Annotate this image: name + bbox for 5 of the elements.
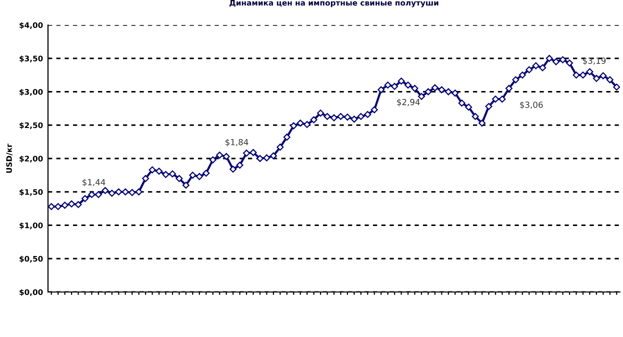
annotation: $3,06 xyxy=(520,101,543,109)
annotation: $1,44 xyxy=(82,178,106,186)
annotation: $3,19 xyxy=(583,57,606,65)
annotation: $2,94 xyxy=(397,98,420,106)
annotation: $1,84 xyxy=(226,138,248,146)
